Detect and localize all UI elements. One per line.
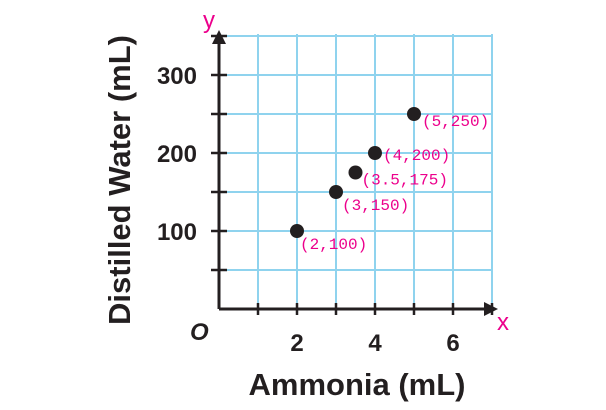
data-point	[368, 146, 382, 160]
data-point	[407, 107, 421, 121]
y-axis-title: Distilled Water (mL)	[102, 35, 137, 325]
y-tick-label: 300	[157, 63, 197, 90]
point-label: (2,100)	[300, 236, 367, 254]
point-labels: (2,100) (3,150) (3.5,175) (4,200) (5,250)	[300, 113, 489, 254]
data-points	[290, 107, 421, 238]
x-axis-title: Ammonia (mL)	[249, 367, 466, 402]
x-tick-label: 2	[290, 330, 303, 357]
y-tick-label: 100	[157, 219, 197, 246]
point-label: (4,200)	[383, 147, 450, 165]
data-point	[348, 165, 363, 180]
x-tick-label: 6	[446, 330, 459, 357]
y-axis-letter: y	[203, 7, 215, 34]
point-label: (3,150)	[342, 197, 409, 215]
axes	[212, 30, 498, 316]
data-point	[290, 224, 304, 238]
data-point	[329, 185, 343, 199]
x-tick-label: 4	[368, 330, 382, 357]
grid	[219, 34, 493, 309]
x-axis-letter: x	[497, 309, 509, 336]
y-tick-label: 200	[157, 141, 197, 168]
point-label: (5,250)	[422, 113, 489, 131]
point-label: (3.5,175)	[362, 172, 448, 190]
origin-label: O	[190, 319, 209, 346]
ticks: 2 4 6 100 200 300	[157, 34, 494, 357]
